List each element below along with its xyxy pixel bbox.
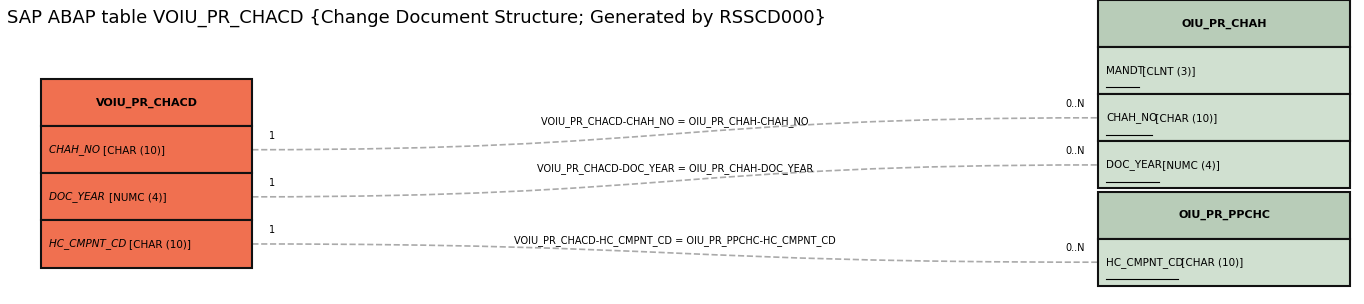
Bar: [41, 126, 252, 173]
Text: CHAH_NO: CHAH_NO: [1106, 112, 1158, 123]
Text: DOC_YEAR: DOC_YEAR: [49, 192, 108, 202]
Text: VOIU_PR_CHACD-DOC_YEAR = OIU_PR_CHAH-DOC_YEAR: VOIU_PR_CHACD-DOC_YEAR = OIU_PR_CHAH-DOC…: [537, 163, 813, 174]
Text: HC_CMPNT_CD: HC_CMPNT_CD: [1106, 257, 1184, 268]
Text: [CHAR (10)]: [CHAR (10)]: [102, 145, 165, 155]
Bar: [1098, 47, 1350, 94]
Bar: [1098, 94, 1350, 141]
Text: [NUMC (4)]: [NUMC (4)]: [109, 192, 166, 202]
Text: [CHAR (10)]: [CHAR (10)]: [130, 239, 191, 249]
Bar: [1098, 192, 1350, 239]
Bar: [1098, 141, 1350, 188]
Text: 0..N: 0..N: [1065, 243, 1084, 253]
Bar: [41, 79, 252, 126]
Text: OIU_PR_PPCHC: OIU_PR_PPCHC: [1178, 210, 1270, 220]
Bar: [1098, 0, 1350, 47]
Text: [CHAR (10)]: [CHAR (10)]: [1178, 257, 1244, 267]
Text: SAP ABAP table VOIU_PR_CHACD {Change Document Structure; Generated by RSSCD000}: SAP ABAP table VOIU_PR_CHACD {Change Doc…: [7, 9, 825, 27]
Text: 1: 1: [269, 131, 274, 140]
Text: DOC_YEAR: DOC_YEAR: [1106, 160, 1162, 170]
Text: OIU_PR_CHAH: OIU_PR_CHAH: [1181, 19, 1267, 29]
Text: [CHAR (10)]: [CHAR (10)]: [1153, 113, 1217, 123]
Text: HC_CMPNT_CD: HC_CMPNT_CD: [49, 239, 130, 249]
Text: 1: 1: [269, 225, 274, 235]
Bar: [1098, 239, 1350, 286]
Text: [CLNT (3)]: [CLNT (3)]: [1139, 66, 1195, 76]
Bar: [41, 173, 252, 220]
Text: CHAH_NO: CHAH_NO: [49, 144, 104, 155]
Text: 0..N: 0..N: [1065, 146, 1084, 156]
Text: VOIU_PR_CHACD: VOIU_PR_CHACD: [95, 98, 198, 108]
Text: MANDT: MANDT: [1106, 66, 1144, 76]
Text: 0..N: 0..N: [1065, 99, 1084, 109]
Text: [NUMC (4)]: [NUMC (4)]: [1158, 160, 1219, 170]
Bar: [41, 220, 252, 268]
Text: VOIU_PR_CHACD-HC_CMPNT_CD = OIU_PR_PPCHC-HC_CMPNT_CD: VOIU_PR_CHACD-HC_CMPNT_CD = OIU_PR_PPCHC…: [514, 236, 836, 246]
Text: VOIU_PR_CHACD-CHAH_NO = OIU_PR_CHAH-CHAH_NO: VOIU_PR_CHACD-CHAH_NO = OIU_PR_CHAH-CHAH…: [542, 116, 809, 127]
Text: 1: 1: [269, 178, 274, 188]
